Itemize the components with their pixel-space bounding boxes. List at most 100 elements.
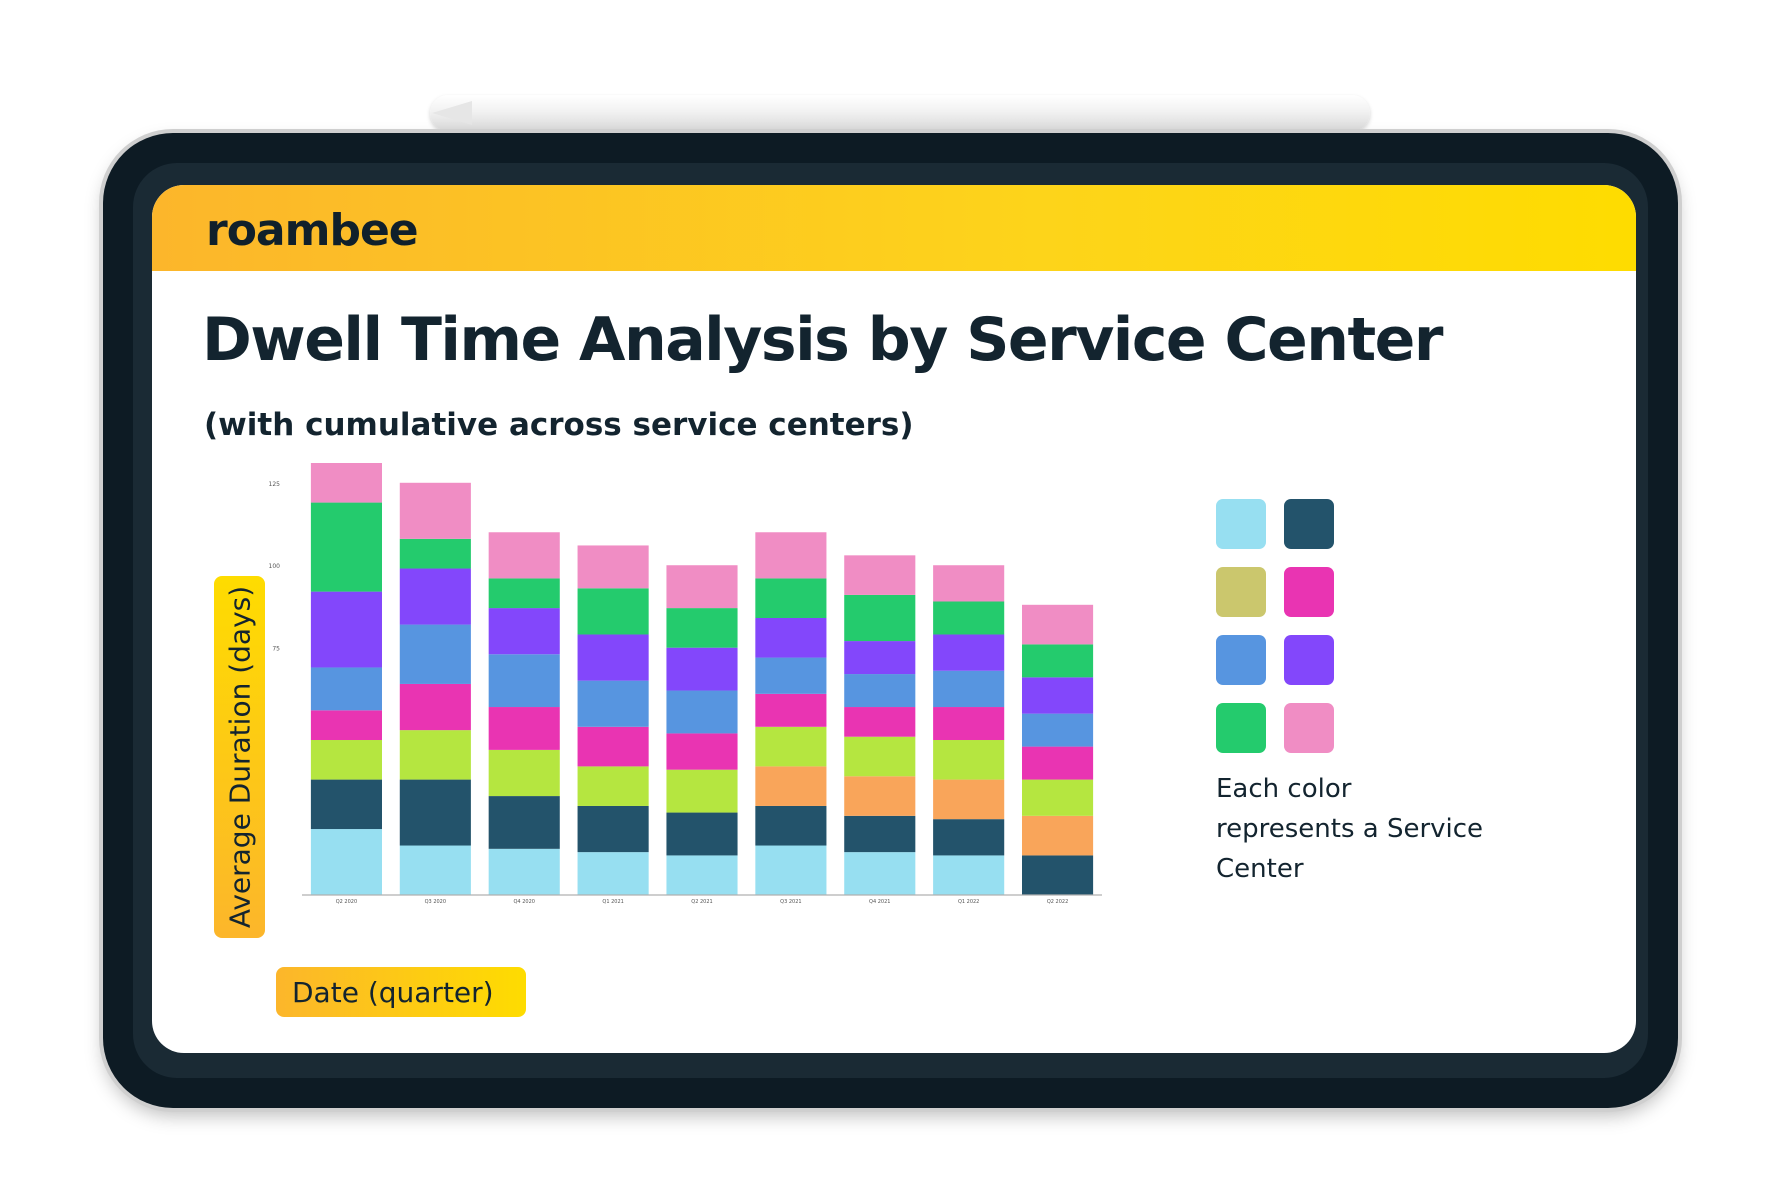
- bar-segment-6-9: [755, 532, 827, 579]
- bar-segment-4-7: [577, 634, 649, 681]
- bar-segment-6-2: [755, 805, 827, 846]
- bar-segment-5-7: [666, 647, 738, 691]
- bar-segment-7-7: [844, 641, 916, 675]
- y-tick-label-100: 100: [269, 563, 281, 570]
- bar-segment-5-2: [666, 812, 738, 856]
- bar-segment-4-1: [577, 852, 649, 895]
- stylus-tip: [432, 101, 472, 125]
- page-subtitle: (with cumulative across service centers): [204, 407, 914, 443]
- brand-logo: roambee: [206, 205, 419, 256]
- bar-segment-7-2: [844, 815, 916, 853]
- legend-swatch-6: [1284, 635, 1334, 685]
- bar-segment-9-6: [1022, 713, 1094, 747]
- x-tick-label-2: Q3 2020: [425, 899, 446, 905]
- bar-segment-4-2: [577, 805, 649, 853]
- bar-segment-7-4: [844, 736, 916, 777]
- bar-segment-2-5: [399, 683, 471, 731]
- bar-segment-7-1: [844, 852, 916, 895]
- bar-segment-6-8: [755, 578, 827, 618]
- legend-swatch-1: [1216, 499, 1266, 549]
- bar-segment-7-9: [844, 555, 916, 595]
- brand-header: roambee: [152, 185, 1636, 271]
- legend-note: Each color represents a Service Center: [1216, 774, 1484, 884]
- bar-segment-7-6: [844, 674, 916, 708]
- bar-segment-8-3: [933, 779, 1005, 820]
- bar-segment-6-4: [755, 726, 827, 767]
- bar-segment-1-9: [310, 463, 382, 503]
- bar-segment-7-8: [844, 594, 916, 642]
- y-axis-label-pill: Average Duration (days): [214, 576, 265, 938]
- bar-segment-3-2: [488, 796, 560, 849]
- bar-segment-4-6: [577, 680, 649, 727]
- bar-segment-3-9: [488, 532, 560, 579]
- bar-segment-5-8: [666, 608, 738, 648]
- bar-segment-3-6: [488, 654, 560, 708]
- bar-segment-8-8: [933, 601, 1005, 635]
- page-title: Dwell Time Analysis by Service Center: [202, 305, 1443, 375]
- bar-segment-9-8: [1022, 644, 1094, 678]
- x-tick-label-4: Q1 2021: [602, 899, 623, 905]
- legend-swatch-7: [1216, 703, 1266, 753]
- tablet-screen: roambee Dwell Time Analysis by Service C…: [152, 185, 1636, 1053]
- bar-segment-9-9: [1022, 604, 1094, 645]
- y-tick-label-125: 125: [269, 481, 281, 488]
- bar-segment-1-6: [310, 667, 382, 711]
- bar-segment-1-2: [310, 779, 382, 830]
- bar-segment-1-5: [310, 710, 382, 741]
- bar-segment-5-1: [666, 855, 738, 895]
- x-tick-label-7: Q4 2021: [869, 899, 890, 905]
- bar-segment-8-7: [933, 634, 1005, 671]
- bar-segment-9-3: [1022, 815, 1094, 856]
- bar-segment-3-4: [488, 749, 560, 797]
- bar-segment-1-1: [310, 829, 382, 895]
- tablet-frame: roambee Dwell Time Analysis by Service C…: [103, 133, 1678, 1108]
- bar-segment-5-4: [666, 769, 738, 813]
- bar-segment-6-6: [755, 657, 827, 694]
- x-tick-label-9: Q2 2022: [1047, 899, 1068, 905]
- bar-segment-5-6: [666, 690, 738, 734]
- x-axis-label: Date (quarter): [292, 976, 494, 1009]
- stacked-bar-chart: 125 100 75 Q2 2020 Q3 2020 Q4 2020 Q1 2021 Q2 2…: [269, 463, 1102, 905]
- bar-segment-8-2: [933, 819, 1005, 856]
- bar-segment-8-1: [933, 855, 1005, 895]
- legend-swatch-grid: [1216, 499, 1334, 753]
- bar-segment-6-1: [755, 845, 827, 895]
- bar-segment-1-7: [310, 591, 382, 668]
- bar-segment-8-5: [933, 707, 1005, 741]
- x-tick-label-8: Q1 2022: [958, 899, 979, 905]
- bar-segment-2-8: [399, 538, 471, 569]
- x-tick-label-5: Q2 2021: [691, 899, 712, 905]
- bar-segment-3-1: [488, 848, 560, 895]
- bar-segment-4-9: [577, 545, 649, 589]
- bar-segment-9-5: [1022, 746, 1094, 780]
- legend-swatch-4: [1284, 567, 1334, 617]
- bar-segment-9-2: [1022, 855, 1094, 895]
- x-tick-label-6: Q3 2021: [780, 899, 801, 905]
- legend-swatch-5: [1216, 635, 1266, 685]
- bar-segment-9-4: [1022, 779, 1094, 816]
- bar-segment-6-3: [755, 766, 827, 806]
- bar-segment-8-9: [933, 565, 1005, 602]
- bar-segment-4-5: [577, 726, 649, 767]
- bar-segment-2-9: [399, 482, 471, 539]
- bar-segment-2-2: [399, 779, 471, 846]
- x-axis-label-pill: Date (quarter): [276, 967, 526, 1017]
- bar-segment-6-7: [755, 617, 827, 658]
- bar-segment-8-4: [933, 740, 1005, 780]
- x-tick-label-3: Q4 2020: [514, 899, 535, 905]
- legend-swatch-2: [1284, 499, 1334, 549]
- y-tick-label-75: 75: [272, 646, 280, 653]
- bar-segment-5-5: [666, 733, 738, 770]
- bar-segment-2-6: [399, 624, 471, 684]
- bar-segment-6-5: [755, 693, 827, 727]
- stylus-pencil: [430, 95, 1370, 131]
- bar-segment-1-8: [310, 502, 382, 592]
- bar-segment-3-5: [488, 707, 560, 750]
- bar-segment-7-3: [844, 776, 916, 816]
- bar-segment-2-4: [399, 730, 471, 780]
- bar-segment-7-5: [844, 707, 916, 737]
- bar-segment-1-4: [310, 740, 382, 780]
- bar-segment-3-8: [488, 578, 560, 609]
- bar-segment-4-4: [577, 766, 649, 806]
- bar-segment-9-7: [1022, 677, 1094, 714]
